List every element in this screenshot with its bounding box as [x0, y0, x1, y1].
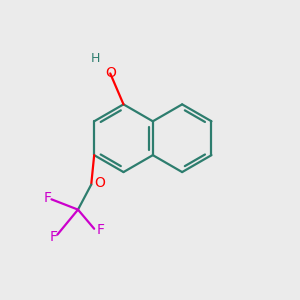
Text: H: H [90, 52, 100, 64]
Text: O: O [105, 66, 116, 80]
Text: F: F [97, 223, 105, 237]
Text: F: F [50, 230, 58, 244]
Text: O: O [94, 176, 105, 190]
Text: F: F [44, 191, 52, 205]
